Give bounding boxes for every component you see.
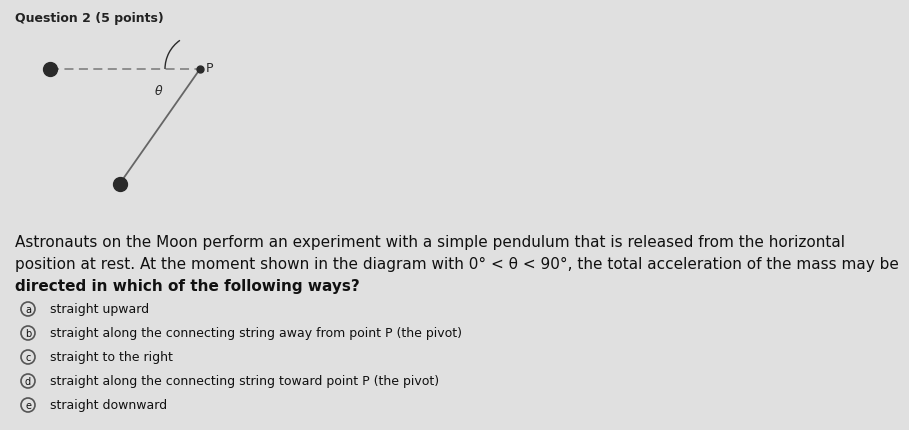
Text: directed in which of the following ways?: directed in which of the following ways? <box>15 278 360 293</box>
Text: θ: θ <box>155 85 162 98</box>
Text: straight along the connecting string away from point P (the pivot): straight along the connecting string awa… <box>50 327 462 340</box>
Text: d: d <box>25 376 31 386</box>
Text: Question 2 (5 points): Question 2 (5 points) <box>15 12 164 25</box>
Text: a: a <box>25 304 31 314</box>
Text: b: b <box>25 328 31 338</box>
Text: c: c <box>25 352 31 362</box>
Text: Astronauts on the Moon perform an experiment with a simple pendulum that is rele: Astronauts on the Moon perform an experi… <box>15 234 845 249</box>
Text: e: e <box>25 400 31 410</box>
Text: P: P <box>206 61 214 74</box>
Text: position at rest. At the moment shown in the diagram with 0° < θ < 90°, the tota: position at rest. At the moment shown in… <box>15 256 899 271</box>
Text: straight along the connecting string toward point P (the pivot): straight along the connecting string tow… <box>50 375 439 387</box>
Text: straight downward: straight downward <box>50 399 167 412</box>
Text: straight upward: straight upward <box>50 303 149 316</box>
Text: straight to the right: straight to the right <box>50 351 173 364</box>
